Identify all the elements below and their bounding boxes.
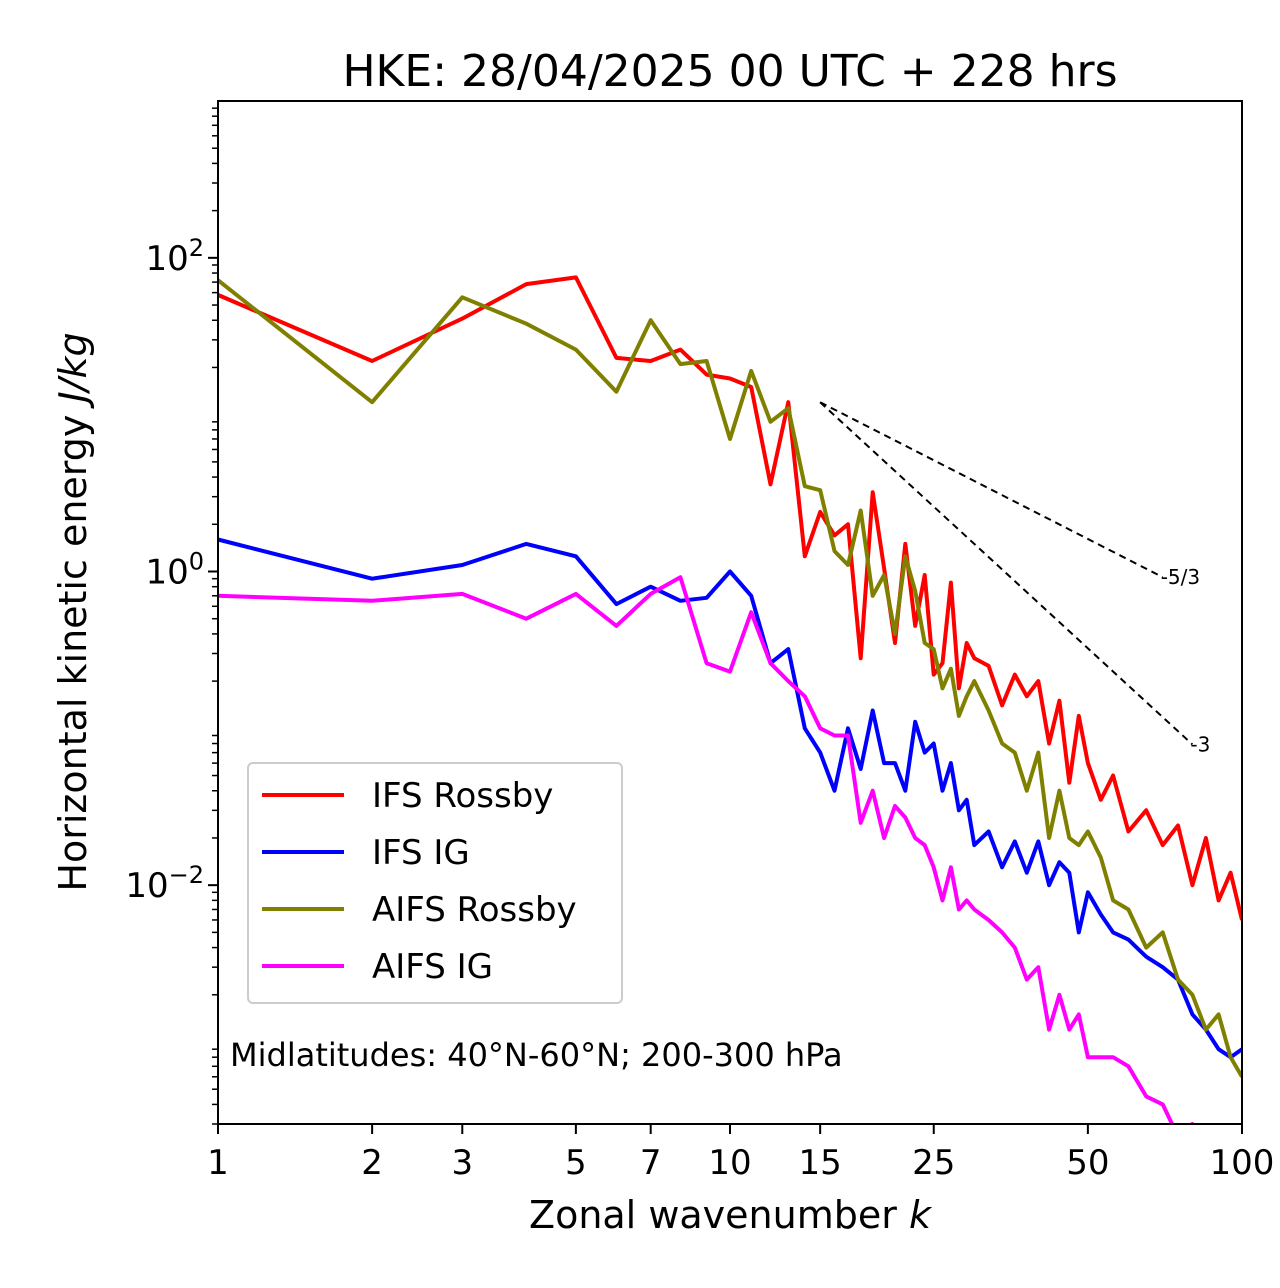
y-tick-label: 100	[145, 547, 204, 592]
x-tick-label: 25	[912, 1143, 955, 1183]
y-tick-label: 10−2	[125, 861, 204, 906]
reference-line-0	[819, 401, 1164, 579]
reference-lines	[819, 401, 1194, 746]
legend-label-2: AIFS Rossby	[372, 890, 577, 930]
region-annotation: Midlatitudes: 40°N-60°N; 200-300 hPa	[230, 1036, 843, 1074]
series-line-3	[218, 575, 1195, 1124]
series-layer	[218, 275, 1242, 1124]
reference-line-label-1: -3	[1190, 732, 1210, 756]
legend: IFS Rossby IFS IG AIFS Rossby AIFS IG	[247, 762, 623, 1004]
x-tick-label: 2	[361, 1143, 383, 1183]
y-axis-label: Horizontal kinetic energy J/kg	[51, 332, 95, 891]
x-tick-label: 3	[451, 1143, 473, 1183]
x-tick-label: 10	[708, 1143, 751, 1183]
reference-line-1	[819, 401, 1194, 746]
x-tick-label: 100	[1210, 1143, 1275, 1183]
x-tick-label: 7	[640, 1143, 662, 1183]
x-tick-label: 5	[565, 1143, 587, 1183]
reference-line-label-0: -5/3	[1161, 565, 1200, 589]
series-line-0	[218, 275, 1242, 921]
x-tick-label: 1	[207, 1143, 229, 1183]
legend-label-3: AIFS IG	[372, 947, 493, 987]
x-tick-label: 15	[799, 1143, 842, 1183]
chart-title: HKE: 28/04/2025 00 UTC + 228 hrs	[342, 46, 1117, 97]
legend-label-1: IFS IG	[372, 833, 470, 873]
legend-label-0: IFS Rossby	[372, 776, 553, 816]
series-line-1	[218, 537, 1242, 1060]
x-tick-label: 50	[1066, 1143, 1109, 1183]
axes: 1 2 3 5 7 10 15 25 50 100 10−2 100 102	[125, 100, 1275, 1183]
x-axis-label: Zonal wavenumber k	[529, 1193, 933, 1237]
y-tick-label: 102	[145, 234, 204, 279]
series-line-2	[218, 278, 1242, 1078]
legend-box	[247, 762, 623, 1004]
